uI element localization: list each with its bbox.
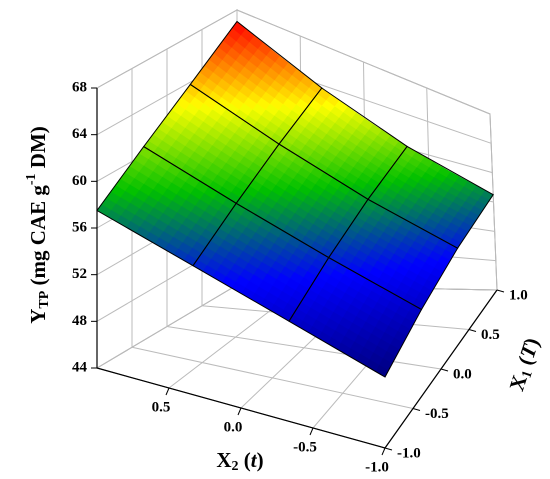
- z-tick-label: 56: [72, 219, 88, 235]
- y-tick-label: 0.5: [481, 327, 500, 343]
- z-label-sub: TP: [37, 290, 52, 308]
- y-tick: [384, 447, 393, 451]
- axes: 44 48 52 56 60 64 68 0.5 0.0 -0.5 -1.0 -1.0 -0.5 0.0 0…: [72, 79, 528, 475]
- z-tick-label: 52: [72, 266, 87, 282]
- y-label-part: X: [504, 372, 532, 394]
- y-axis-label: X1 (T): [504, 335, 546, 395]
- x-label-part: (: [239, 448, 251, 472]
- x-tick-label: -0.5: [293, 439, 317, 455]
- surface-cell-fill: [288, 257, 422, 378]
- y-tick-label: -1.0: [397, 445, 421, 461]
- surface-cell-fill: [96, 146, 237, 267]
- x-tick-label: 0.0: [224, 419, 243, 435]
- grid-line: [489, 113, 498, 291]
- x-tick: [381, 447, 386, 456]
- surface-cell-fill: [192, 202, 330, 322]
- z-tick-label: 68: [72, 79, 87, 95]
- surface: [96, 20, 494, 378]
- x-tick-label: 0.5: [152, 399, 171, 415]
- z-label-sup: -1: [24, 173, 39, 185]
- y-tick: [468, 329, 477, 332]
- x-tick: [165, 387, 170, 396]
- x-tick-label: -1.0: [365, 459, 389, 475]
- z-tick-label: 60: [72, 173, 87, 189]
- surface-cell-fill: [235, 143, 369, 259]
- x-label-sub: 2: [232, 459, 239, 474]
- y-tick-label: 1.0: [509, 287, 528, 303]
- grid-line: [166, 326, 442, 370]
- y-tick: [412, 408, 421, 411]
- grid-line: [131, 346, 414, 409]
- z-tick-label: 48: [72, 313, 87, 329]
- z-label-part: Y: [26, 309, 50, 324]
- x-label-part: ): [257, 448, 264, 472]
- surface-cell-fill: [189, 20, 323, 145]
- z-label-part: (mg CAE g: [26, 185, 50, 291]
- x-tick: [237, 407, 242, 416]
- x-label-part: t: [251, 448, 258, 472]
- y-tick-label: 0.0: [453, 366, 472, 382]
- x-axis-label: X2 (t): [216, 448, 263, 474]
- x-tick: [309, 427, 314, 436]
- x-label-part: X: [216, 448, 231, 472]
- y-tick-label: -0.5: [425, 406, 449, 422]
- y-tick: [440, 368, 449, 372]
- surface-cell-fill: [278, 87, 408, 200]
- z-tick-label: 44: [72, 359, 88, 375]
- y-tick: [496, 289, 505, 293]
- z-label-part: DM): [26, 126, 50, 173]
- z-axis-label: YTP (mg CAE g-1 DM): [24, 126, 52, 324]
- surface-cell: [189, 20, 323, 145]
- y-label-sub: 1: [520, 369, 536, 380]
- z-tick-label: 64: [72, 126, 88, 142]
